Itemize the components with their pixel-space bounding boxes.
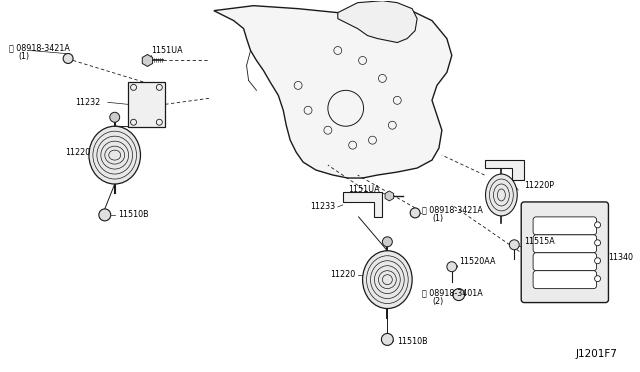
Circle shape (63, 54, 73, 64)
Text: 11515A: 11515A (524, 237, 555, 246)
Text: 11220: 11220 (330, 270, 355, 279)
Text: (1): (1) (432, 214, 443, 223)
Text: 1151UA: 1151UA (348, 186, 380, 195)
Text: 11220: 11220 (65, 148, 90, 157)
Polygon shape (343, 192, 383, 217)
Text: (2): (2) (432, 297, 444, 306)
Circle shape (595, 258, 600, 264)
Text: J1201F7: J1201F7 (575, 349, 618, 359)
Polygon shape (484, 160, 524, 180)
Circle shape (99, 209, 111, 221)
FancyBboxPatch shape (533, 253, 596, 271)
Ellipse shape (486, 174, 517, 216)
Text: 11233: 11233 (310, 202, 335, 211)
Circle shape (381, 333, 394, 346)
Text: (1): (1) (19, 52, 29, 61)
FancyBboxPatch shape (127, 82, 165, 127)
Text: 1151UA: 1151UA (152, 46, 183, 55)
Text: Ⓝ 08918-3421A: Ⓝ 08918-3421A (422, 205, 483, 214)
FancyBboxPatch shape (533, 235, 596, 253)
Text: 11340: 11340 (609, 253, 634, 262)
Polygon shape (385, 191, 394, 201)
Text: Ⓝ 08918-3401A: Ⓝ 08918-3401A (422, 288, 483, 297)
Text: 11232: 11232 (75, 98, 100, 107)
Circle shape (447, 262, 457, 272)
Ellipse shape (89, 126, 141, 184)
Text: Ⓝ 08918-3421A: Ⓝ 08918-3421A (8, 43, 70, 52)
Circle shape (453, 289, 465, 301)
Circle shape (509, 240, 519, 250)
Circle shape (595, 240, 600, 246)
Circle shape (410, 208, 420, 218)
Polygon shape (142, 54, 152, 67)
Text: 11520AA: 11520AA (459, 257, 495, 266)
Circle shape (383, 237, 392, 247)
Ellipse shape (363, 251, 412, 308)
FancyBboxPatch shape (533, 271, 596, 289)
FancyBboxPatch shape (533, 217, 596, 235)
Circle shape (109, 112, 120, 122)
FancyBboxPatch shape (521, 202, 609, 302)
Circle shape (595, 276, 600, 282)
Polygon shape (214, 6, 452, 178)
Text: 11220P: 11220P (524, 180, 554, 189)
Polygon shape (338, 1, 417, 42)
Circle shape (595, 222, 600, 228)
Text: 11510B: 11510B (397, 337, 428, 346)
Text: 11510B: 11510B (118, 211, 148, 219)
